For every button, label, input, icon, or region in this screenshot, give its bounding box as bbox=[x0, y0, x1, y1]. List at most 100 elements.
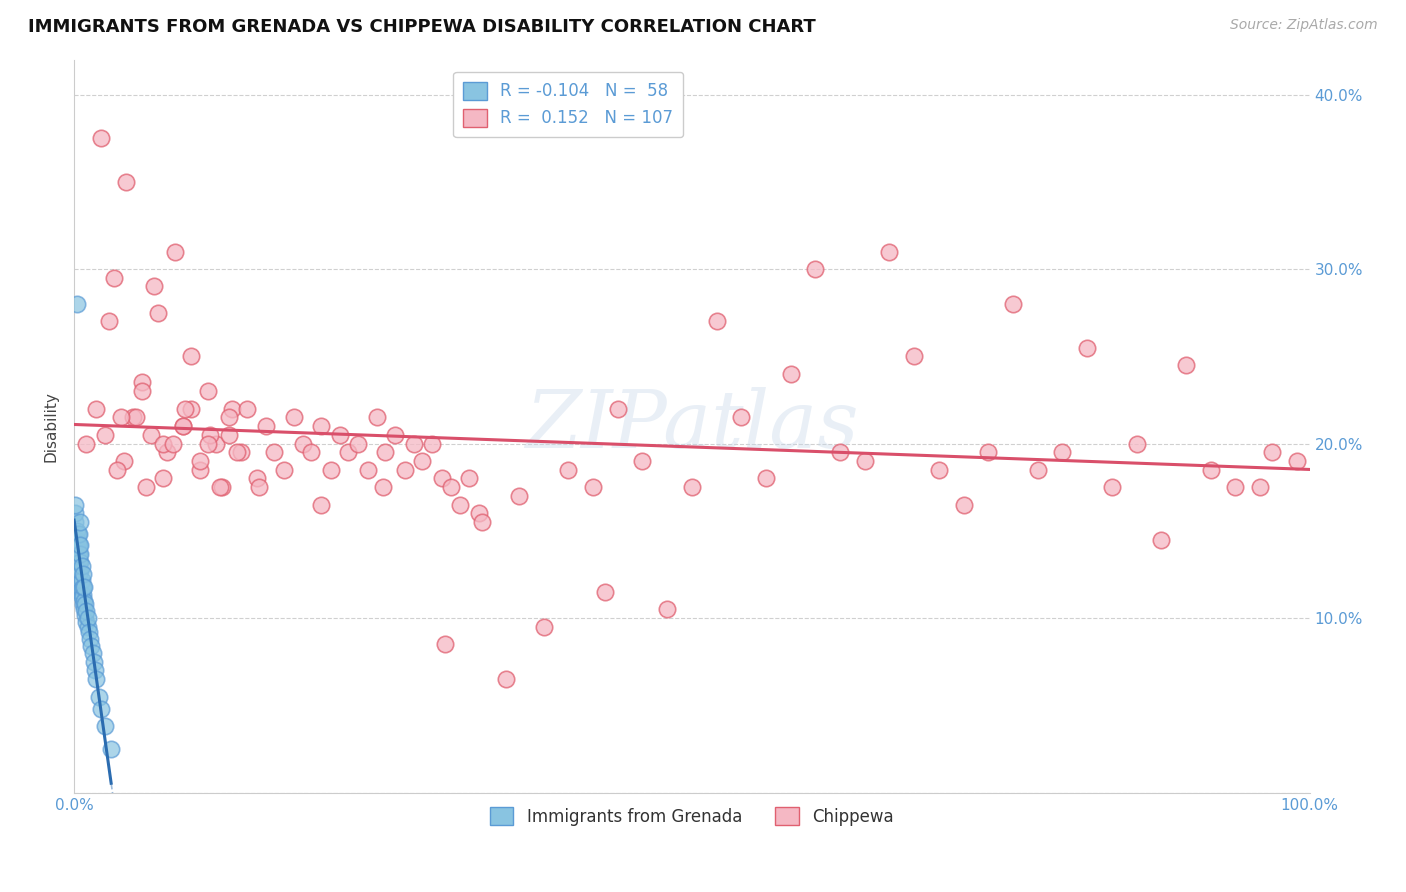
Point bbox=[86, 401, 108, 416]
Point bbox=[433, 637, 456, 651]
Point bbox=[67, 580, 90, 594]
Point bbox=[122, 410, 145, 425]
Point bbox=[146, 306, 169, 320]
Point bbox=[135, 480, 157, 494]
Point bbox=[67, 547, 90, 561]
Point bbox=[236, 401, 259, 416]
Point bbox=[291, 436, 314, 450]
Point bbox=[70, 573, 93, 587]
Point bbox=[66, 545, 89, 559]
Point bbox=[188, 463, 211, 477]
Point bbox=[77, 625, 100, 640]
Point bbox=[197, 436, 219, 450]
Point bbox=[65, 515, 87, 529]
Point bbox=[131, 376, 153, 390]
Point bbox=[903, 349, 925, 363]
Point bbox=[319, 463, 342, 477]
Point bbox=[205, 436, 228, 450]
Point bbox=[211, 480, 233, 494]
Point bbox=[828, 445, 851, 459]
Point bbox=[1125, 436, 1147, 450]
Point bbox=[84, 664, 107, 678]
Point bbox=[1026, 463, 1049, 477]
Point bbox=[218, 428, 240, 442]
Point bbox=[65, 297, 87, 311]
Point bbox=[172, 419, 194, 434]
Point bbox=[631, 454, 654, 468]
Point bbox=[75, 436, 97, 450]
Point bbox=[977, 445, 1000, 459]
Point bbox=[152, 471, 174, 485]
Point bbox=[73, 580, 96, 594]
Legend: Immigrants from Grenada, Chippewa: Immigrants from Grenada, Chippewa bbox=[479, 797, 904, 836]
Point bbox=[65, 498, 87, 512]
Point bbox=[394, 463, 416, 477]
Point bbox=[533, 620, 555, 634]
Point bbox=[384, 428, 406, 442]
Point bbox=[75, 615, 97, 629]
Point bbox=[440, 480, 463, 494]
Point bbox=[283, 410, 305, 425]
Point bbox=[72, 589, 94, 603]
Point bbox=[80, 639, 103, 653]
Point bbox=[112, 454, 135, 468]
Point bbox=[115, 175, 138, 189]
Point bbox=[69, 538, 91, 552]
Point bbox=[329, 428, 352, 442]
Point bbox=[1076, 341, 1098, 355]
Point bbox=[66, 555, 89, 569]
Point bbox=[90, 131, 112, 145]
Point bbox=[226, 445, 249, 459]
Point bbox=[952, 498, 974, 512]
Point bbox=[411, 454, 433, 468]
Point bbox=[76, 620, 98, 634]
Point bbox=[366, 410, 388, 425]
Point bbox=[879, 244, 901, 259]
Point bbox=[70, 582, 93, 596]
Point bbox=[755, 471, 778, 485]
Point bbox=[82, 646, 104, 660]
Point bbox=[1199, 463, 1222, 477]
Point bbox=[72, 597, 94, 611]
Point bbox=[69, 555, 91, 569]
Point bbox=[804, 262, 827, 277]
Point bbox=[309, 419, 332, 434]
Point bbox=[779, 367, 801, 381]
Point bbox=[188, 454, 211, 468]
Point bbox=[1261, 445, 1284, 459]
Point bbox=[152, 436, 174, 450]
Point bbox=[75, 604, 97, 618]
Point bbox=[65, 549, 87, 564]
Point bbox=[432, 471, 454, 485]
Point bbox=[86, 672, 108, 686]
Point bbox=[557, 463, 579, 477]
Point bbox=[66, 562, 89, 576]
Point bbox=[468, 507, 491, 521]
Point bbox=[76, 611, 98, 625]
Point bbox=[681, 480, 703, 494]
Point bbox=[131, 384, 153, 399]
Point bbox=[100, 742, 122, 756]
Point bbox=[94, 719, 117, 733]
Point bbox=[94, 428, 117, 442]
Point bbox=[471, 515, 494, 529]
Point bbox=[221, 401, 243, 416]
Point bbox=[73, 602, 96, 616]
Point bbox=[67, 555, 90, 569]
Point bbox=[125, 410, 148, 425]
Point bbox=[87, 690, 110, 704]
Point bbox=[229, 445, 252, 459]
Point bbox=[103, 270, 125, 285]
Point bbox=[75, 607, 97, 622]
Point bbox=[73, 593, 96, 607]
Point bbox=[65, 541, 87, 556]
Point bbox=[357, 463, 380, 477]
Point bbox=[198, 428, 221, 442]
Point bbox=[72, 580, 94, 594]
Point bbox=[72, 567, 94, 582]
Point bbox=[218, 410, 240, 425]
Point bbox=[1249, 480, 1271, 494]
Point bbox=[180, 401, 202, 416]
Point bbox=[197, 384, 219, 399]
Point bbox=[66, 536, 89, 550]
